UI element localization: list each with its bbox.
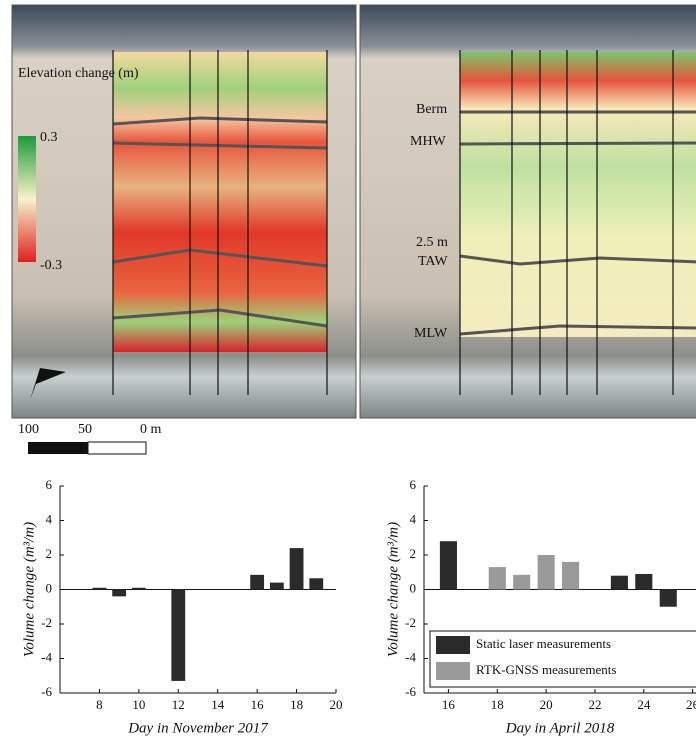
scale-bar (28, 442, 88, 454)
y-tick-label: 4 (46, 511, 53, 526)
taw-label: 2.5 m (416, 235, 448, 250)
bar (92, 587, 107, 590)
y-tick-label: 2 (46, 546, 53, 561)
bar (537, 555, 555, 590)
y-tick-label: 2 (410, 546, 417, 561)
legend-swatch (436, 636, 470, 654)
scale-label: 50 (78, 422, 92, 437)
y-tick-label: 0 (46, 580, 53, 595)
y-tick-label: 4 (410, 511, 417, 526)
x-tick-label: 10 (132, 697, 145, 712)
scale-label: 100 (18, 422, 39, 437)
y-tick-label: -4 (41, 649, 52, 664)
legend-min: -0.3 (40, 258, 62, 273)
y-tick-label: -4 (405, 649, 416, 664)
bar (659, 589, 677, 607)
taw-label: TAW (418, 254, 448, 269)
legend-box (429, 630, 696, 688)
legend-label: RTK-GNSS measurements (476, 662, 616, 677)
y-tick-label: -2 (405, 615, 416, 630)
scale-label: 0 m (140, 422, 162, 437)
bar (439, 541, 457, 590)
x-tick-label: 8 (96, 697, 103, 712)
bar (309, 578, 324, 590)
x-tick-label: 16 (442, 697, 456, 712)
x-tick-label: 22 (588, 697, 601, 712)
x-tick-label: 12 (172, 697, 185, 712)
bar (112, 589, 127, 597)
y-tick-label: 6 (46, 477, 53, 492)
x-tick-label: 24 (637, 697, 651, 712)
bar (488, 567, 506, 590)
x-axis-label: Day in November 2017 (127, 720, 269, 736)
x-tick-label: 18 (491, 697, 504, 712)
berm-label: Berm (416, 102, 447, 117)
bar (635, 573, 653, 590)
bar (131, 587, 146, 590)
bar (171, 589, 186, 681)
mhw-label: MHW (410, 134, 447, 149)
x-tick-label: 16 (251, 697, 265, 712)
legend-title: Elevation change (m) (18, 66, 139, 81)
bar (269, 582, 284, 590)
x-tick-label: 26 (686, 697, 696, 712)
map-right (359, 4, 696, 419)
y-axis-label: Volume change (m³/m) (385, 522, 401, 657)
x-axis-label: Day in April 2018 (505, 720, 615, 736)
y-axis-label: Volume change (m³/m) (21, 522, 37, 657)
x-tick-label: 18 (290, 697, 303, 712)
bar (610, 575, 628, 590)
bar (250, 574, 265, 590)
x-tick-label: 20 (540, 697, 553, 712)
y-tick-label: -6 (41, 684, 52, 699)
map-labels: Elevation change (m) 0.3 -0.3 Berm MHW 2… (18, 66, 448, 455)
scale-bar (87, 441, 147, 455)
legend-label: Static laser measurements (476, 636, 611, 651)
map-left (11, 4, 357, 419)
legend-max: 0.3 (40, 130, 58, 145)
x-tick-label: 20 (330, 697, 343, 712)
legend-swatch (436, 662, 470, 680)
y-tick-label: -2 (41, 615, 52, 630)
bar (513, 574, 531, 590)
y-tick-label: -6 (405, 684, 416, 699)
bar (289, 548, 304, 590)
x-tick-label: 14 (211, 697, 225, 712)
bar (562, 561, 580, 590)
y-tick-label: 6 (410, 477, 417, 492)
y-tick-label: 0 (410, 580, 417, 595)
mlw-label: MLW (414, 326, 448, 341)
